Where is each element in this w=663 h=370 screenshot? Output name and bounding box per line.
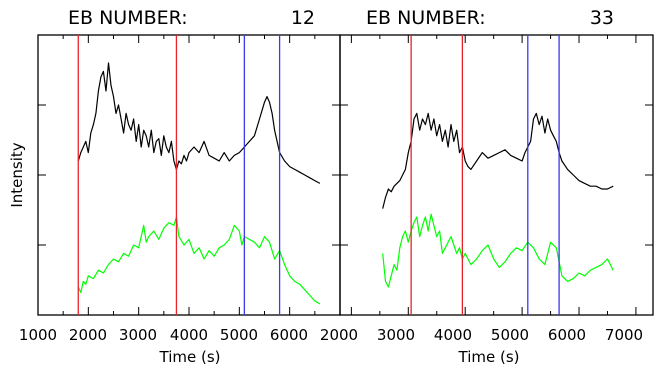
panel-1-title-prefix: EB NUMBER:	[68, 7, 188, 29]
panel-2-tick-labels: 2000 3000 4000 5000 6000 7000	[320, 326, 643, 344]
x-tick-label: 3000	[377, 326, 415, 344]
plot-frame	[339, 34, 654, 316]
black-series-line	[382, 112, 614, 209]
panel-1-tick-labels: 1000 2000 3000 4000 5000 6000	[19, 326, 308, 344]
x-tick-label: 5000	[491, 326, 529, 344]
panel-1-x-axis-title: Time (s)	[159, 348, 221, 366]
panel-1: EB NUMBER: 12 Time (s) 1000 2000 3000 40…	[19, 7, 315, 366]
panel-2-x-axis-title: Time (s)	[458, 348, 520, 366]
green-series-line	[77, 216, 321, 305]
x-tick-label: 6000	[548, 326, 586, 344]
panel-2: EB NUMBER: 33 Time (s) 2000 3000 4000 50…	[320, 7, 643, 366]
plot-area-1	[37, 34, 341, 316]
x-tick-label: 4000	[434, 326, 472, 344]
panel-2-title-number: 33	[590, 7, 614, 29]
panel-2-title-prefix: EB NUMBER:	[366, 7, 486, 29]
plot-area-2	[339, 34, 654, 316]
black-series-line	[77, 62, 321, 184]
x-tick-label: 1000	[19, 326, 57, 344]
x-tick-label: 2000	[69, 326, 107, 344]
plot-frame	[37, 34, 341, 316]
green-series-line	[382, 213, 614, 288]
x-tick-label: 5000	[220, 326, 258, 344]
x-tick-label: 4000	[170, 326, 208, 344]
panel-1-title-number: 12	[291, 7, 315, 29]
x-tick-label: 7000	[605, 326, 643, 344]
y-axis-title: Intensity	[8, 142, 26, 207]
x-tick-label: 2000	[320, 326, 358, 344]
x-tick-label: 3000	[119, 326, 157, 344]
x-tick-label: 6000	[270, 326, 308, 344]
